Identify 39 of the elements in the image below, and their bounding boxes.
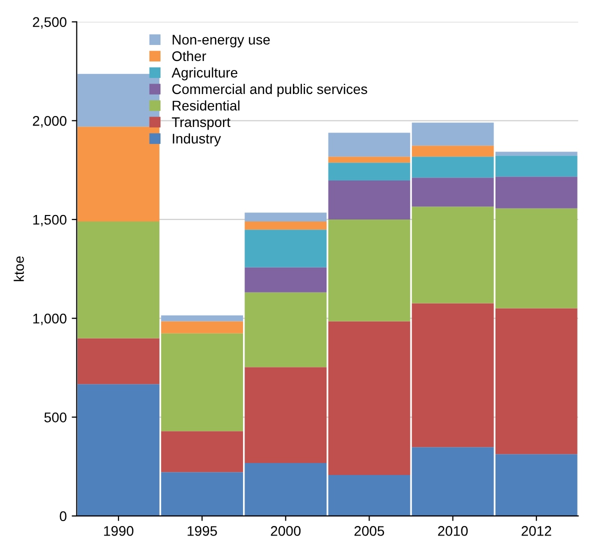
y-tick-label: 0 xyxy=(60,511,66,522)
x-tick-label: 2000 xyxy=(270,526,301,536)
legend-label: Non-energy use xyxy=(172,34,270,48)
y-axis-title: ktoe xyxy=(14,256,24,282)
bar xyxy=(244,212,327,222)
y-tick-label: 500 xyxy=(44,412,66,422)
y-tick-label: 2,500 xyxy=(32,17,66,29)
x-tick-label: 2012 xyxy=(522,526,552,536)
x-tick-label: 2010 xyxy=(438,526,468,536)
bar xyxy=(78,338,160,384)
legend-label: Industry xyxy=(172,133,221,146)
bar xyxy=(328,219,410,322)
bar xyxy=(328,475,410,516)
x-tick-label: 2005 xyxy=(354,526,384,536)
y-tick-label: 1,500 xyxy=(33,214,66,226)
bar xyxy=(412,122,494,146)
bar xyxy=(244,267,327,292)
legend-label: Other xyxy=(172,50,206,62)
legend-label: Residential xyxy=(172,100,240,111)
bar xyxy=(78,126,160,222)
legend-label: Commercial and public services xyxy=(172,84,368,97)
bar xyxy=(328,156,410,163)
bar xyxy=(78,74,160,127)
bar xyxy=(328,321,410,476)
bar xyxy=(495,152,578,156)
bar xyxy=(161,321,244,334)
legend-label: Agriculture xyxy=(172,67,238,80)
bar xyxy=(244,230,327,268)
bar xyxy=(328,180,410,220)
bar xyxy=(328,132,410,157)
x-tick-label: 1995 xyxy=(188,526,217,536)
bar xyxy=(412,146,494,157)
bar xyxy=(161,315,244,322)
bar xyxy=(244,221,327,230)
legend-label: Transport xyxy=(172,117,230,130)
bar xyxy=(328,162,410,181)
y-tick-label: 1,000 xyxy=(33,314,66,326)
x-tick-label: 1990 xyxy=(104,526,134,536)
y-tick-label: 2,000 xyxy=(32,116,66,128)
